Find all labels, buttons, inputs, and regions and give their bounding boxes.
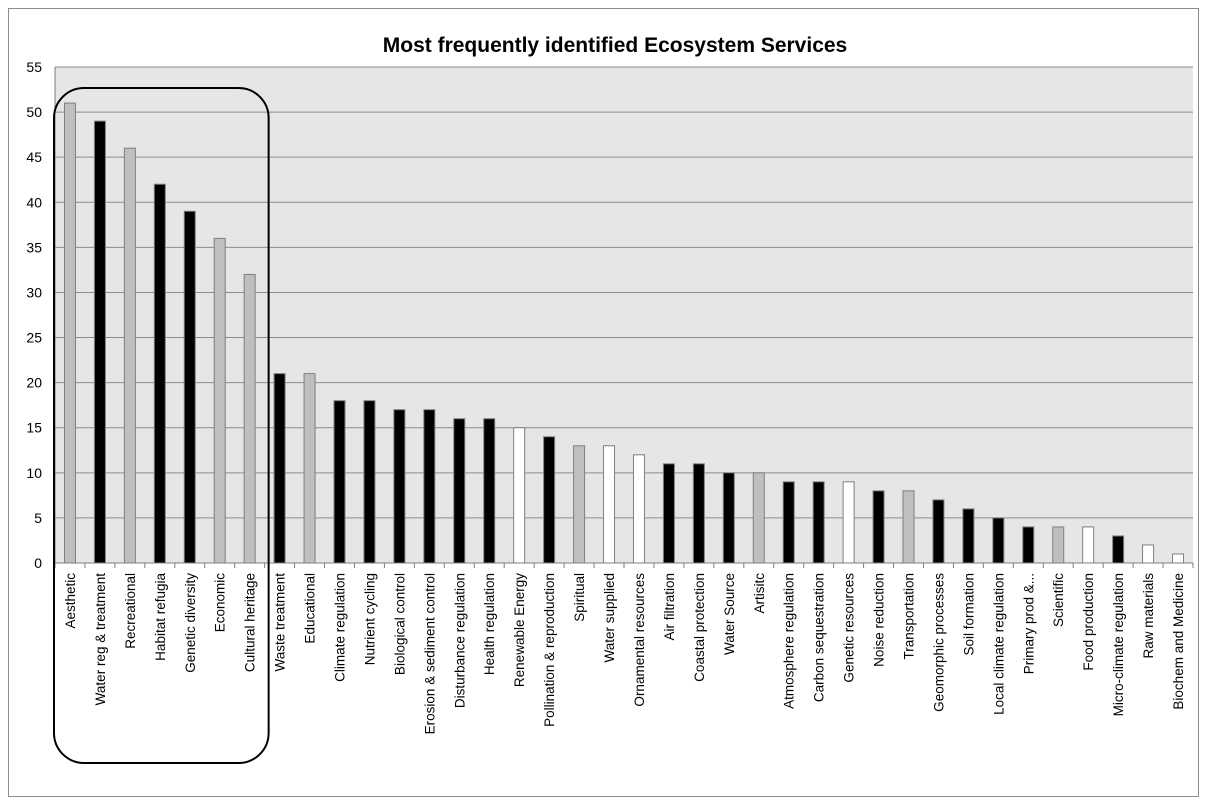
y-tick-label: 5 xyxy=(34,510,42,526)
bar xyxy=(902,490,915,564)
y-tick-label: 40 xyxy=(26,194,42,210)
x-axis-ticks: Aesthetic Water reg & treatment Recreation… xyxy=(54,563,1194,734)
bar xyxy=(1052,526,1065,564)
x-tick-label: Pollination & reproduction xyxy=(542,573,557,727)
bar xyxy=(722,472,735,564)
x-tick-label: Genetic resources xyxy=(842,573,857,683)
bar xyxy=(992,517,1005,564)
x-tick-label: Air filtration xyxy=(662,573,677,641)
bar xyxy=(812,481,825,564)
bar xyxy=(1082,526,1095,564)
x-tick-label: Local climate regulation xyxy=(991,573,1006,715)
bar xyxy=(752,472,765,564)
bar xyxy=(692,463,705,564)
x-tick-label: Carbon sequestration xyxy=(812,573,827,702)
x-tick-label: Coastal protection xyxy=(692,573,707,682)
y-tick-label: 10 xyxy=(26,465,42,481)
x-tick-label: Food production xyxy=(1081,573,1096,671)
x-tick-label: Water Source xyxy=(722,573,737,655)
bar xyxy=(872,490,885,564)
bar xyxy=(782,481,795,564)
x-tick-label: Primary prod &... xyxy=(1021,573,1036,674)
bar xyxy=(213,237,226,564)
bar xyxy=(333,400,346,564)
x-tick-label: Climate regulation xyxy=(333,573,348,682)
x-tick-label: Nutrient cycling xyxy=(362,573,377,665)
bar xyxy=(573,445,586,564)
bar xyxy=(1112,535,1125,564)
x-tick-label: Cultural heritage xyxy=(243,573,258,672)
bar xyxy=(63,102,76,564)
x-tick-label: Aesthetic xyxy=(63,573,78,629)
bar xyxy=(393,409,406,564)
x-tick-label: Transportation xyxy=(902,573,917,660)
x-tick-label: Habitat refugia xyxy=(153,573,168,661)
y-tick-label: 20 xyxy=(26,375,42,391)
x-tick-label: Educational xyxy=(303,573,318,644)
bar xyxy=(1022,526,1035,564)
y-tick-label: 45 xyxy=(26,149,42,165)
x-tick-label: Biological control xyxy=(392,573,407,675)
bar xyxy=(932,499,945,564)
x-tick-label: Noise reduction xyxy=(872,573,887,667)
bar xyxy=(662,463,675,564)
bar xyxy=(453,418,466,564)
y-tick-label: 30 xyxy=(26,284,42,300)
x-tick-label: Renewable Energy xyxy=(512,573,527,687)
bar xyxy=(363,400,376,564)
x-tick-label: Scientific xyxy=(1051,573,1066,627)
x-tick-label: Water reg & treatment xyxy=(93,573,108,706)
y-tick-label: 15 xyxy=(26,420,42,436)
x-tick-label: Health regulation xyxy=(482,573,497,675)
bar xyxy=(183,210,196,564)
bar xyxy=(513,427,526,564)
x-tick-label: Waste treatment xyxy=(273,573,288,672)
bars xyxy=(63,102,1185,564)
y-tick-label: 35 xyxy=(26,239,42,255)
bar xyxy=(962,508,975,564)
x-tick-label: Geomorphic processes xyxy=(931,573,946,712)
bar xyxy=(93,120,106,564)
bar xyxy=(543,436,556,564)
bar xyxy=(483,418,496,564)
y-tick-label: 50 xyxy=(26,104,42,120)
bar xyxy=(153,183,166,564)
y-axis-ticks: 0 5 10 15 20 25 30 35 40 45 50 55 xyxy=(26,59,42,571)
x-tick-label: Atmosphere regulation xyxy=(782,573,797,709)
x-tick-label: Water supplied xyxy=(602,573,617,663)
bar xyxy=(273,373,286,564)
bar xyxy=(123,147,136,564)
bar xyxy=(423,409,436,564)
highlight-box xyxy=(53,87,270,764)
bar xyxy=(1142,544,1155,564)
y-tick-label: 55 xyxy=(26,59,42,75)
bar xyxy=(632,454,645,564)
x-tick-label: Ornamental resources xyxy=(632,573,647,707)
x-tick-label: Genetic diversity xyxy=(183,573,198,673)
bar xyxy=(603,445,616,564)
bar xyxy=(303,373,316,564)
chart-title: Most frequently identified Ecosystem Ser… xyxy=(383,34,847,57)
x-tick-label: Biochem and Medicine xyxy=(1171,573,1186,710)
bar xyxy=(1172,553,1185,564)
x-tick-label: Disturbance regulation xyxy=(452,573,467,708)
x-tick-label: Artisitc xyxy=(752,573,767,614)
x-tick-label: Micro-climate regulation xyxy=(1111,573,1126,716)
x-tick-label: Soil formation xyxy=(961,573,976,656)
bar xyxy=(243,273,256,564)
x-tick-label: Recreational xyxy=(123,573,138,649)
y-tick-label: 25 xyxy=(26,330,42,346)
x-tick-label: Raw materials xyxy=(1141,573,1156,659)
y-tick-label: 0 xyxy=(34,555,42,571)
x-tick-label: Economic xyxy=(213,573,228,633)
bar xyxy=(842,481,855,564)
x-tick-label: Spiritual xyxy=(572,573,587,622)
x-tick-label: Erosion & sediment control xyxy=(422,573,437,734)
